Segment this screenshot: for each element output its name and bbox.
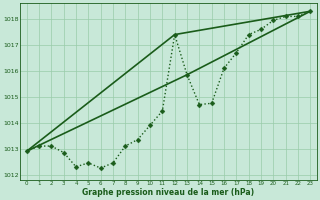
X-axis label: Graphe pression niveau de la mer (hPa): Graphe pression niveau de la mer (hPa) (83, 188, 255, 197)
